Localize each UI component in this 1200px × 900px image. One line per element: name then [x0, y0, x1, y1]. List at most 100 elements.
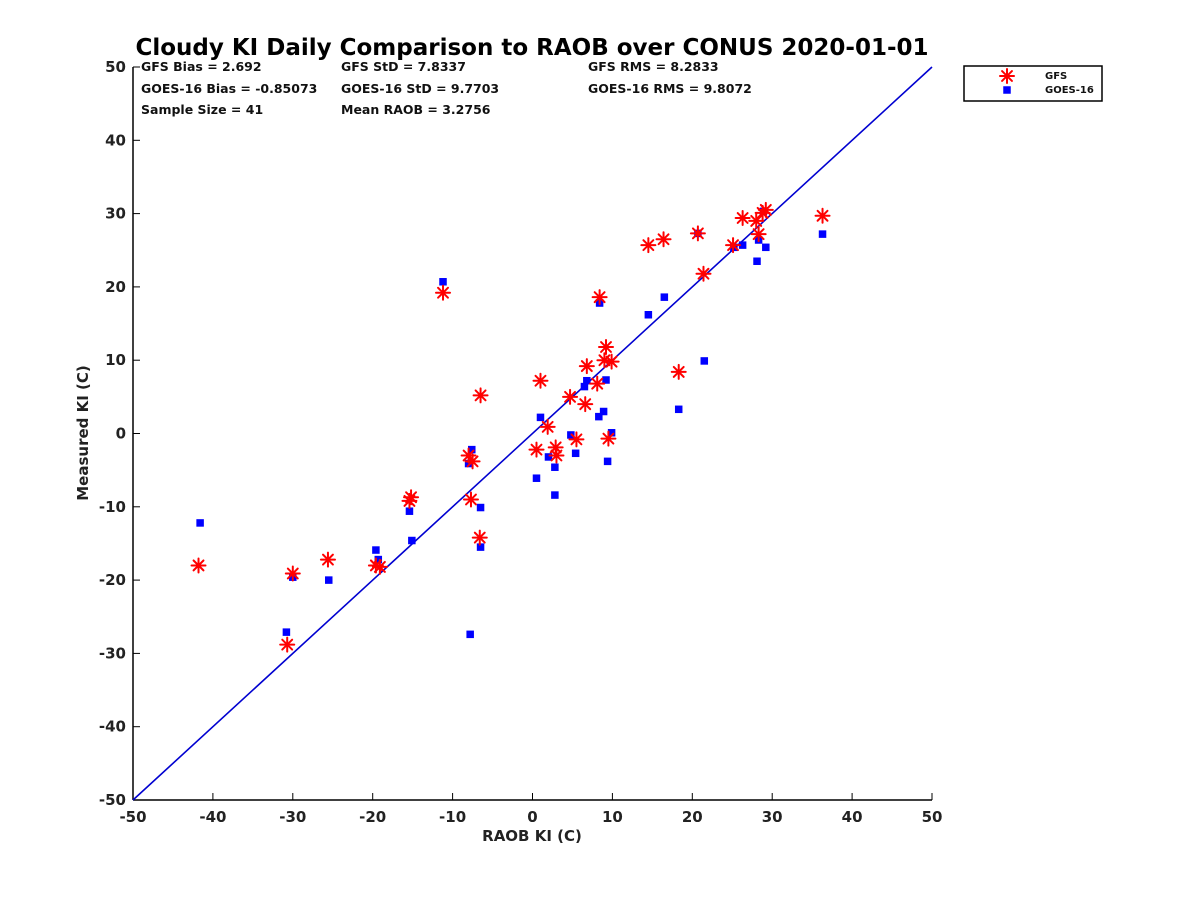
y-tick-label: -40: [99, 718, 126, 736]
goes16-point: [439, 278, 447, 286]
goes16-point: [580, 382, 589, 391]
goes16-point: [532, 474, 541, 482]
axes: -50 -40 -30 -20 -10 0 10 20 30 40 50 -50 -40 -30 -20 -1…: [99, 58, 943, 826]
gfs-point: [598, 339, 615, 356]
legend-goes-marker: [1003, 86, 1011, 94]
mean-raob-stat: Mean RAOB = 3.2756: [341, 102, 491, 117]
asterisk-stroke: [322, 553, 334, 566]
gfs-point: [640, 237, 657, 254]
y-tick-label: -10: [99, 498, 126, 516]
gfs-point: [577, 396, 594, 413]
asterisk-stroke: [465, 493, 477, 506]
x-tick-label: 0: [527, 808, 537, 826]
legend-box: [963, 65, 1103, 102]
asterisk-stroke: [602, 432, 615, 445]
gfs-point: [562, 388, 579, 405]
asterisk-stroke: [541, 420, 554, 433]
goes16-point: [544, 453, 553, 461]
asterisk-stroke: [192, 559, 205, 572]
goes16-point: [674, 405, 683, 414]
goes16-point: [374, 555, 383, 564]
goes16-point: [660, 293, 669, 301]
gfs-bias-stat: GFS Bias = 2.692: [141, 59, 262, 74]
gfs-point: [462, 491, 479, 508]
gfs-point: [596, 352, 613, 369]
gfs-point: [603, 353, 620, 370]
gfs-std-stat: GFS StD = 7.8337: [341, 59, 466, 74]
gfs-point: [403, 489, 420, 506]
goes16-point: [753, 257, 761, 265]
asterisk-stroke: [570, 433, 583, 446]
legend: GFS GOES-16: [963, 65, 1103, 102]
y-tick-label: 0: [116, 425, 126, 443]
asterisk-stroke: [462, 449, 475, 462]
goes16-point: [282, 628, 291, 636]
y-tick-label: 10: [105, 351, 126, 369]
one-to-one-line-layer: [132, 66, 933, 801]
gfs-point: [471, 529, 488, 546]
goes16-point: [408, 536, 416, 545]
gfs-point: [748, 212, 765, 229]
asterisk-stroke: [759, 203, 772, 216]
y-tick-label: 20: [105, 278, 126, 296]
gfs-point: [725, 237, 742, 254]
gfs-point: [532, 372, 549, 389]
x-tick-label: -30: [279, 808, 306, 826]
gfs-point: [689, 225, 706, 242]
goes16-point: [476, 503, 485, 512]
goes16-point: [700, 357, 709, 365]
goes16-point: [571, 449, 580, 458]
asterisk-stroke: [437, 286, 449, 299]
goes-rms-stat: GOES-16 RMS = 9.8072: [588, 81, 752, 96]
goes16-series: [196, 207, 827, 639]
goes16-point: [476, 543, 485, 551]
goes16-point: [603, 457, 612, 466]
goes16-point: [583, 376, 591, 385]
gfs-point: [814, 207, 831, 224]
asterisk-stroke: [564, 390, 577, 403]
gfs-point: [279, 636, 296, 653]
gfs-point: [539, 418, 556, 435]
gfs-point: [284, 565, 301, 582]
gfs-point: [589, 375, 606, 392]
legend-goes-square: [1003, 86, 1011, 94]
y-tick-label: -20: [99, 571, 126, 589]
asterisk-stroke: [591, 377, 604, 390]
gfs-point: [750, 226, 767, 243]
gfs-point: [435, 284, 452, 301]
goes16-point: [595, 412, 603, 421]
gfs-rms-stat: GFS RMS = 8.2833: [588, 59, 719, 74]
gfs-point: [670, 363, 687, 380]
goes16-point: [644, 311, 653, 319]
x-tick-label: 30: [762, 808, 783, 826]
goes16-point: [738, 241, 747, 249]
goes16-point: [551, 463, 559, 471]
gfs-point: [578, 358, 595, 375]
asterisk-stroke: [405, 491, 418, 504]
goes16-point: [405, 507, 414, 515]
asterisk-stroke: [605, 355, 618, 368]
asterisk-stroke: [1001, 70, 1013, 82]
x-tick-label: 50: [922, 808, 943, 826]
goes16-point: [372, 546, 380, 554]
gfs-point: [472, 387, 489, 404]
asterisk-stroke: [691, 227, 704, 240]
gfs-point: [528, 441, 545, 458]
asterisk-stroke: [736, 212, 749, 224]
asterisk-stroke: [534, 374, 547, 387]
x-tick-label: -10: [439, 808, 466, 826]
asterisk-stroke: [750, 214, 763, 227]
asterisk-stroke: [600, 341, 612, 353]
asterisk-stroke: [642, 239, 655, 252]
x-tick-label: 20: [682, 808, 703, 826]
x-tick-label: 40: [842, 808, 863, 826]
asterisk-stroke: [281, 638, 294, 651]
goes16-point: [602, 376, 610, 384]
x-tick-label: -50: [119, 808, 146, 826]
sample-size-stat: Sample Size = 41: [141, 102, 263, 117]
asterisk-stroke: [593, 291, 606, 304]
asterisk-stroke: [672, 365, 685, 378]
y-tick-label: -50: [99, 791, 126, 809]
x-tick-label: -20: [359, 808, 386, 826]
goes16-point: [551, 491, 559, 499]
